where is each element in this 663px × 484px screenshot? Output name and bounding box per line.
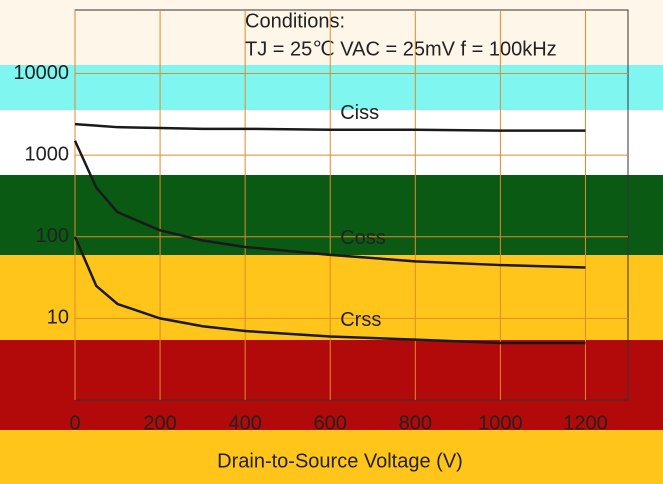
y-tick-label: 10000 — [13, 62, 69, 84]
annotation: TJ = 25℃ VAC = 25mV f = 100kHz — [245, 38, 557, 60]
background-band — [0, 175, 663, 255]
series-label: Crss — [340, 309, 381, 331]
x-tick-label: 0 — [69, 412, 80, 434]
y-tick-label: 100 — [36, 225, 69, 247]
x-tick-label: 800 — [399, 412, 432, 434]
x-tick-label: 600 — [314, 412, 347, 434]
x-tick-label: 400 — [228, 412, 261, 434]
y-tick-label: 1000 — [25, 143, 70, 165]
background-band — [0, 65, 663, 110]
series-label: Coss — [340, 227, 386, 249]
chart: Conditions: TJ = 25℃ VAC = 25mV f = 100k… — [0, 0, 663, 484]
x-tick-label: 200 — [143, 412, 176, 434]
x-axis-label: Drain-to-Source Voltage (V) — [217, 450, 463, 472]
background-band — [0, 110, 663, 175]
series-label: Ciss — [340, 102, 379, 124]
x-tick-label: 1000 — [478, 412, 523, 434]
x-tick-label: 1200 — [563, 412, 608, 434]
y-tick-label: 10 — [47, 307, 69, 329]
